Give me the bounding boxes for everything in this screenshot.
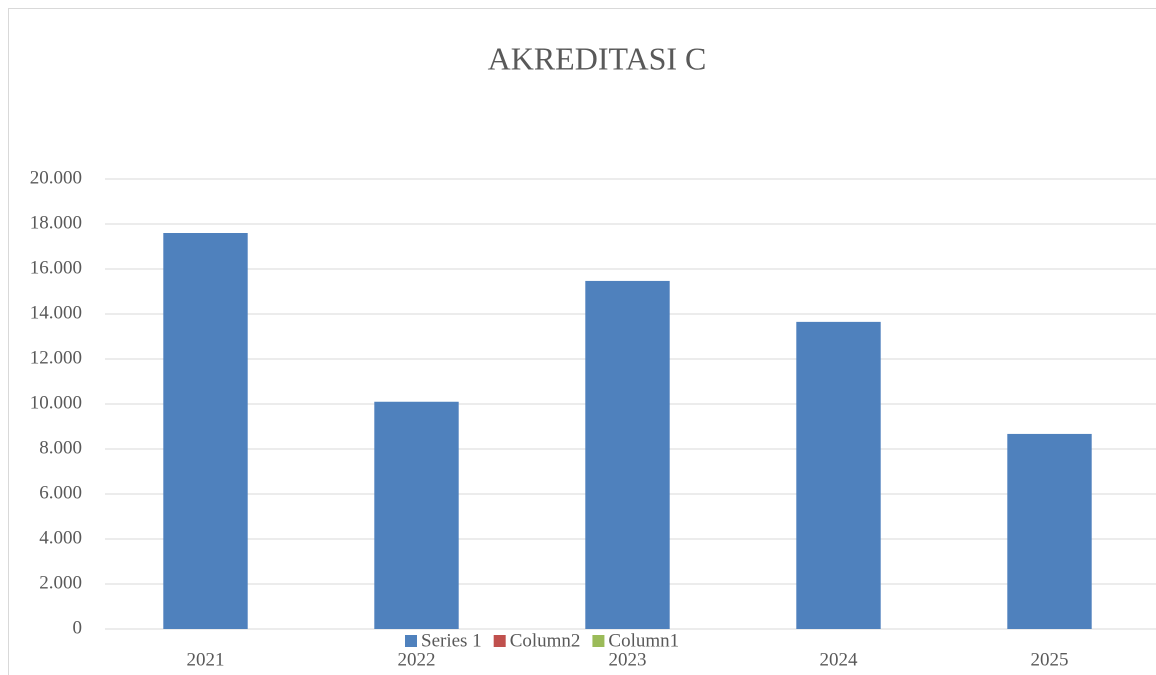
legend-label: Series 1 [421,630,482,651]
y-tick-label: 4.000 [39,527,82,548]
y-tick-label: 10.000 [30,392,82,413]
bar [374,401,459,629]
legend-swatch [405,635,417,647]
legend-label: Column1 [608,630,679,651]
chart-border [8,8,1156,675]
x-tick-label: 2025 [1031,649,1069,670]
y-tick-label: 20.000 [30,167,82,188]
bar [163,233,248,629]
y-tick-label: 8.000 [39,437,82,458]
y-tick-label: 0 [73,617,83,638]
x-tick-label: 2021 [187,649,225,670]
x-tick-label: 2022 [398,649,436,670]
bar [585,280,670,629]
y-tick-label: 16.000 [30,257,82,278]
legend-swatch [592,635,605,647]
chart-title: AKREDITASI C [488,40,707,76]
bar [796,321,881,629]
bar [1007,433,1092,629]
y-tick-label: 18.000 [30,212,82,233]
y-tick-label: 6.000 [39,482,82,503]
y-tick-label: 14.000 [30,302,82,323]
y-tick-label: 2.000 [39,572,82,593]
y-tick-label: 12.000 [30,347,82,368]
legend-swatch [493,635,506,647]
x-tick-label: 2023 [609,649,647,670]
legend-label: Column2 [510,630,581,651]
x-tick-label: 2024 [820,649,859,670]
